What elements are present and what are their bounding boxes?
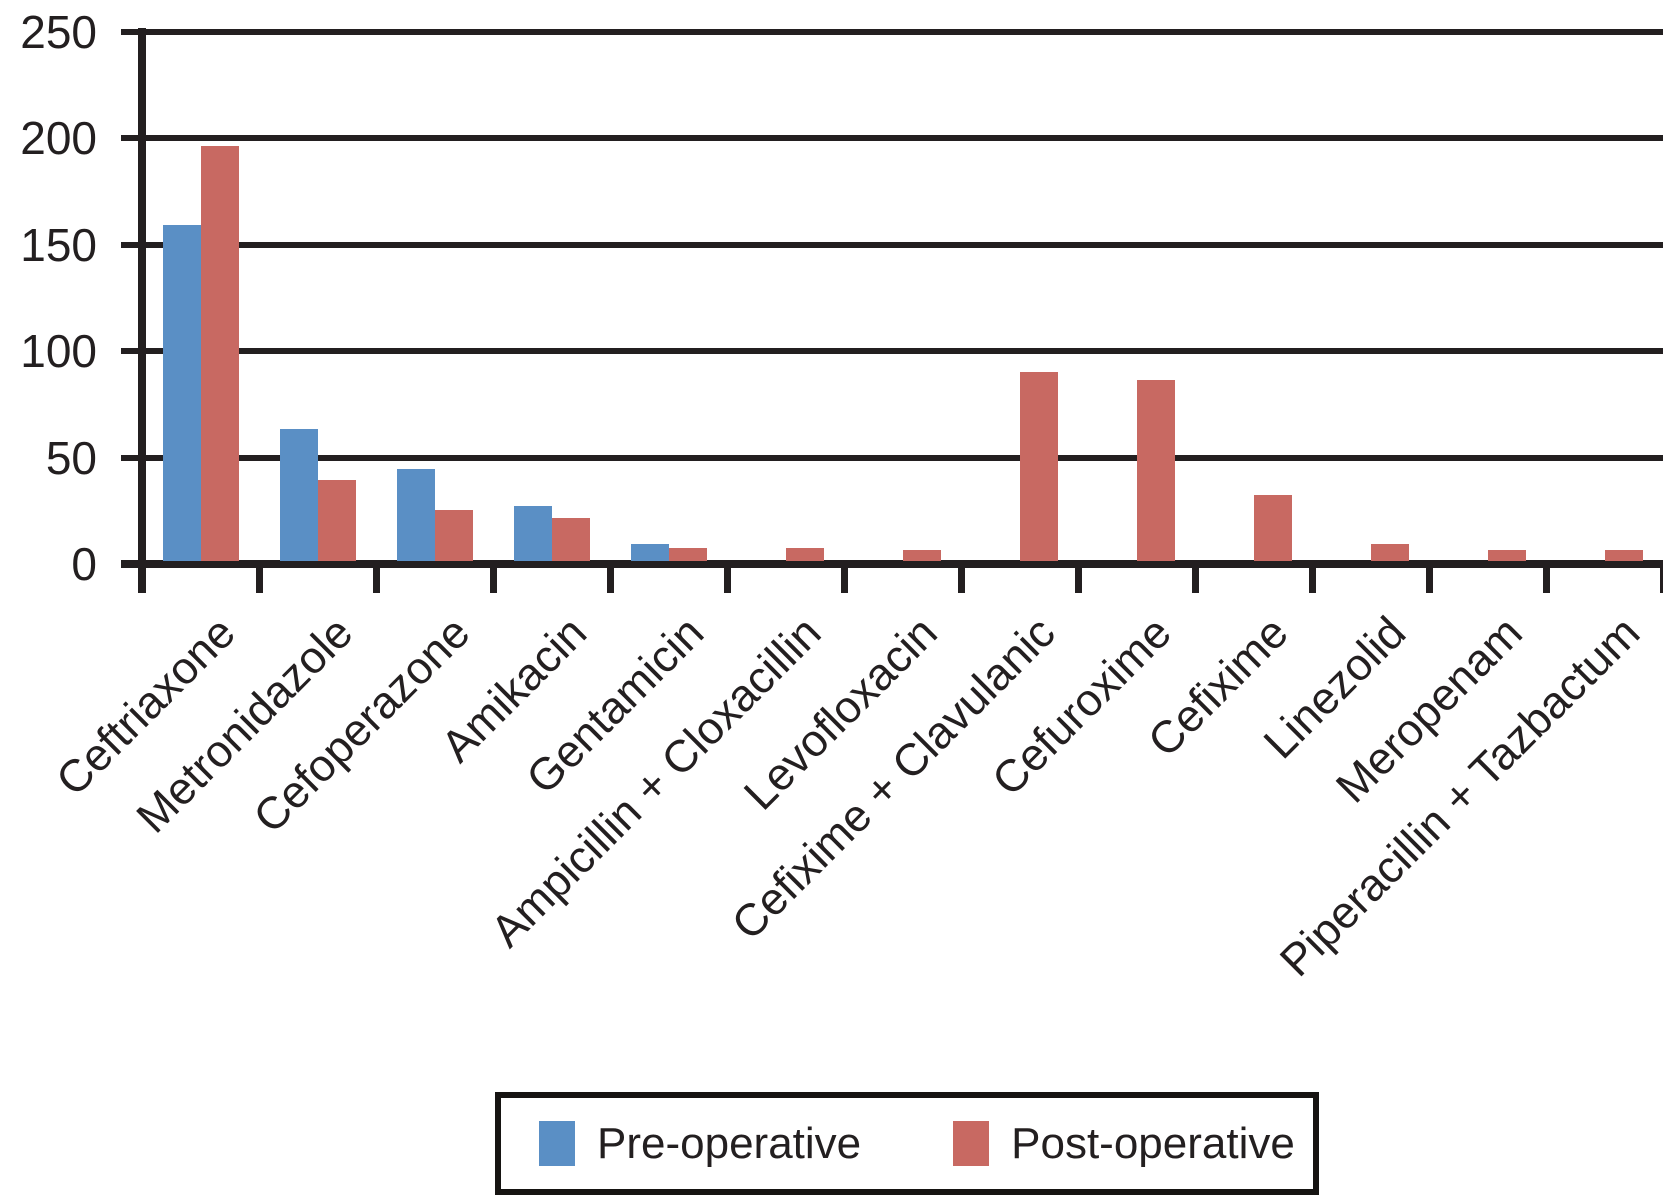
gridline-0	[121, 560, 1663, 568]
bar-post-operative-ceftriaxone	[200, 146, 239, 561]
x-axis-tick	[138, 564, 146, 593]
legend: Pre-operative Post-operative	[495, 1092, 1319, 1195]
bar-post-operative-metronidazole	[317, 480, 356, 561]
bar-pre-operative-amikacin	[513, 505, 552, 561]
y-axis-tick-label-250: 250	[20, 6, 97, 58]
bar-post-operative-amikacin	[551, 518, 590, 561]
bar-post-operative-cefuroxime	[1136, 380, 1175, 561]
x-axis-tick	[957, 564, 965, 593]
x-axis-tick	[1074, 564, 1082, 593]
bar-post-operative-gentamicin	[668, 548, 707, 561]
gridline-150	[121, 241, 1663, 248]
bar-post-operative-cefoperazone	[434, 509, 473, 561]
bar-post-operative-meropenam	[1487, 550, 1526, 561]
bar-post-operative-ampicillin-cloxacillin	[785, 548, 824, 561]
y-axis-tick-label-150: 150	[20, 218, 97, 271]
bar-pre-operative-ceftriaxone	[162, 224, 201, 561]
x-axis-tick	[723, 564, 731, 593]
bar-post-operative-cefixime-clavulanic	[1019, 371, 1058, 561]
gridline-250	[121, 29, 1663, 35]
y-axis-tick-label-0: 0	[71, 538, 97, 590]
x-axis-tick	[255, 564, 263, 593]
bar-pre-operative-gentamicin	[630, 543, 669, 561]
gridline-50	[121, 454, 1663, 461]
gridline-200	[121, 135, 1663, 142]
x-axis-tick	[606, 564, 614, 593]
legend-label-post-operative: Post-operative	[1011, 1118, 1295, 1168]
y-axis-tick-label-200: 200	[20, 112, 97, 165]
bar-pre-operative-metronidazole	[279, 429, 318, 561]
y-axis-line	[138, 28, 146, 593]
legend-swatch-post-operative	[953, 1121, 990, 1166]
x-axis-tick	[840, 564, 848, 593]
y-axis-tick-label-100: 100	[20, 325, 97, 378]
legend-swatch-pre-operative	[539, 1121, 575, 1166]
x-axis-tick	[1659, 564, 1663, 593]
bar-post-operative-linezolid	[1370, 543, 1409, 561]
x-axis-tick	[1542, 564, 1550, 593]
bar-pre-operative-cefoperazone	[396, 469, 435, 561]
x-axis-tick	[1308, 564, 1316, 593]
bar-post-operative-levofloxacin	[902, 550, 941, 561]
x-axis-tick	[1191, 564, 1199, 593]
x-axis-tick	[372, 564, 380, 593]
bar-post-operative-cefixime	[1253, 495, 1292, 561]
y-axis-tick-label-50: 50	[45, 431, 97, 484]
legend-label-pre-operative: Pre-operative	[597, 1118, 862, 1168]
x-axis-tick	[1425, 564, 1433, 593]
bar-post-operative-piperacillin-tazbactum	[1604, 550, 1643, 561]
gridline-100	[121, 348, 1663, 355]
x-axis-tick	[489, 564, 497, 593]
